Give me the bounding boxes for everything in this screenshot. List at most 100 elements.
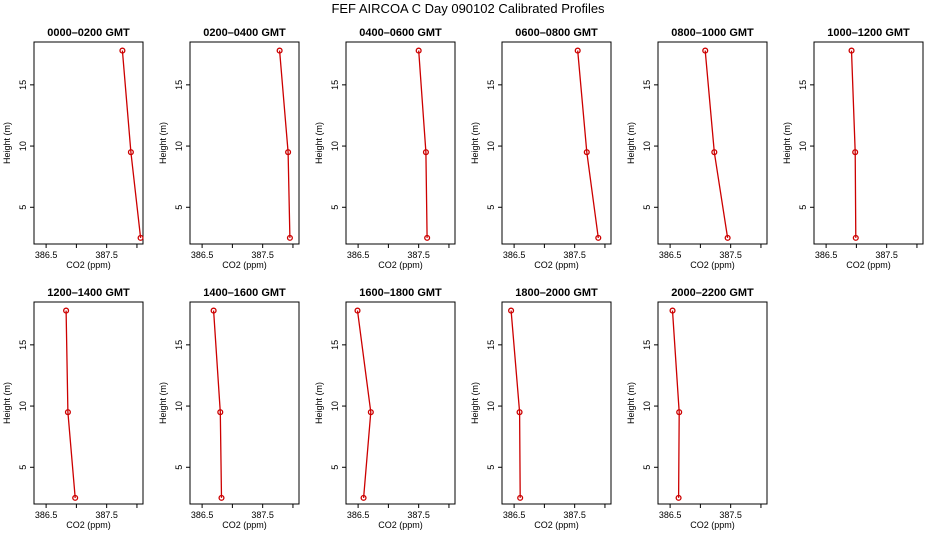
data-point [276,47,283,54]
y-tick-label: 10 [486,141,496,151]
y-tick-label: 15 [18,340,28,350]
data-point [724,234,731,241]
y-tick-label: 15 [330,340,340,350]
x-tick-label: 386.5 [503,510,526,520]
x-axis-label: CO2 (ppm) [66,260,111,270]
profile-line [577,50,599,238]
panel-title: 1600–1800 GMT [359,287,442,299]
y-tick-label: 5 [798,205,808,210]
plot-frame [501,41,612,245]
data-point [422,149,429,156]
y-tick-label: 5 [330,205,340,210]
y-axis-label: Height (m) [2,122,12,164]
y-tick-label: 5 [18,205,28,210]
data-point [218,494,225,501]
x-axis-label: CO2 (ppm) [378,260,423,270]
y-tick-label: 5 [486,205,496,210]
y-tick-label: 15 [486,340,496,350]
y-tick-label: 10 [642,141,652,151]
profile-panel: 2000–2200 GMT 386.5 387.5 5 10 15 CO2 (ppm) Hei… [626,287,768,530]
data-point [508,307,515,314]
panel-title: 0800–1000 GMT [671,27,754,39]
profile-line [212,310,223,498]
x-tick-label: 386.5 [191,510,214,520]
data-point [285,149,292,156]
x-tick-label: 387.5 [719,510,742,520]
panel-title: 1200–1400 GMT [47,287,130,299]
panel-title: 1800–2000 GMT [515,287,598,299]
x-tick-label: 386.5 [347,250,370,260]
data-point [669,307,676,314]
y-tick-label: 5 [174,465,184,470]
y-axis-label: Height (m) [626,382,636,424]
x-axis-label: CO2 (ppm) [66,520,111,530]
data-point [354,307,361,314]
y-tick-label: 15 [330,80,340,90]
plot-frame [33,41,144,245]
x-tick-label: 387.5 [251,510,274,520]
profile-panel: 1600–1800 GMT 386.5 387.5 5 10 15 CO2 (ppm) Hei… [314,287,456,530]
profile-line [704,50,729,238]
data-point [676,409,683,416]
y-axis-label: Height (m) [626,122,636,164]
data-point [852,234,859,241]
plot-frame [189,301,300,505]
profile-panel: 1000–1200 GMT 386.5 387.5 5 10 15 CO2 (ppm) Hei… [782,27,924,270]
profile-panel: 0600–0800 GMT 386.5 387.5 5 10 15 CO2 (ppm) Hei… [470,27,612,270]
x-axis-label: CO2 (ppm) [534,260,579,270]
x-tick-label: 386.5 [659,510,682,520]
profile-line [121,50,142,238]
profile-panel: 1200–1400 GMT 386.5 387.5 5 10 15 CO2 (ppm) Hei… [2,287,144,530]
profile-line [850,50,857,238]
profile-line [65,310,76,498]
plot-frame [345,41,456,245]
plot-frame [345,301,456,505]
x-tick-label: 387.5 [407,250,430,260]
panel-title: 0000–0200 GMT [47,27,130,39]
y-tick-label: 15 [486,80,496,90]
data-point [852,149,859,156]
data-point [360,494,367,501]
y-axis-label: Height (m) [470,382,480,424]
x-axis-label: CO2 (ppm) [222,260,267,270]
data-point [711,149,718,156]
y-tick-label: 15 [18,80,28,90]
x-tick-label: 386.5 [815,250,838,260]
y-tick-label: 10 [486,401,496,411]
y-tick-label: 10 [330,401,340,411]
y-axis-label: Height (m) [782,122,792,164]
panel-title: 1400–1600 GMT [203,287,286,299]
y-tick-label: 5 [642,465,652,470]
data-point [286,234,293,241]
y-tick-label: 5 [330,465,340,470]
x-axis-label: CO2 (ppm) [222,520,267,530]
panel-title: 0600–0800 GMT [515,27,598,39]
x-tick-label: 387.5 [719,250,742,260]
y-axis-label: Height (m) [158,382,168,424]
profile-panel: 1800–2000 GMT 386.5 387.5 5 10 15 CO2 (ppm) Hei… [470,287,612,530]
data-point [367,409,374,416]
y-axis-label: Height (m) [314,122,324,164]
x-axis-label: CO2 (ppm) [690,520,735,530]
data-point [210,307,217,314]
data-point [675,494,682,501]
plot-frame [501,301,612,505]
plot-frame [33,301,144,505]
x-tick-label: 387.5 [563,510,586,520]
x-tick-label: 386.5 [503,250,526,260]
y-tick-label: 15 [798,80,808,90]
data-point [415,47,422,54]
x-axis-label: CO2 (ppm) [378,520,423,530]
y-tick-label: 10 [798,141,808,151]
x-tick-label: 386.5 [35,250,58,260]
data-point [119,47,126,54]
x-tick-label: 387.5 [95,510,118,520]
data-point [217,409,224,416]
y-tick-label: 10 [174,401,184,411]
data-point [63,307,70,314]
data-point [517,494,524,501]
panel-title: 1000–1200 GMT [827,27,910,39]
plot-frame [189,41,300,245]
x-tick-label: 387.5 [875,250,898,260]
